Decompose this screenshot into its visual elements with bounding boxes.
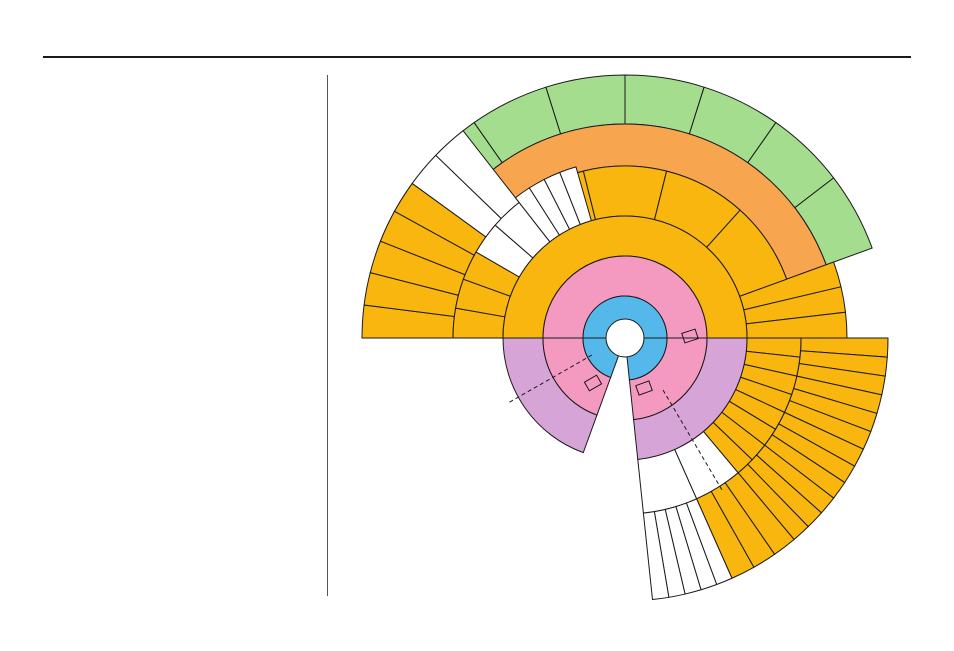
left-column	[43, 75, 323, 595]
marker-box-3	[636, 381, 653, 395]
upper-orange-segment-3	[583, 166, 666, 220]
sunburst-diagram	[330, 60, 910, 620]
dashed-leader-line-1	[508, 355, 592, 403]
marker-box-1	[682, 329, 698, 343]
top-rule	[43, 56, 911, 58]
column-divider	[327, 75, 328, 596]
center-hole	[606, 319, 644, 357]
sunburst-segments	[362, 75, 888, 600]
sunburst-overlay	[508, 329, 722, 490]
marker-box-2	[584, 375, 601, 391]
dashed-leader-line-2	[663, 390, 722, 490]
